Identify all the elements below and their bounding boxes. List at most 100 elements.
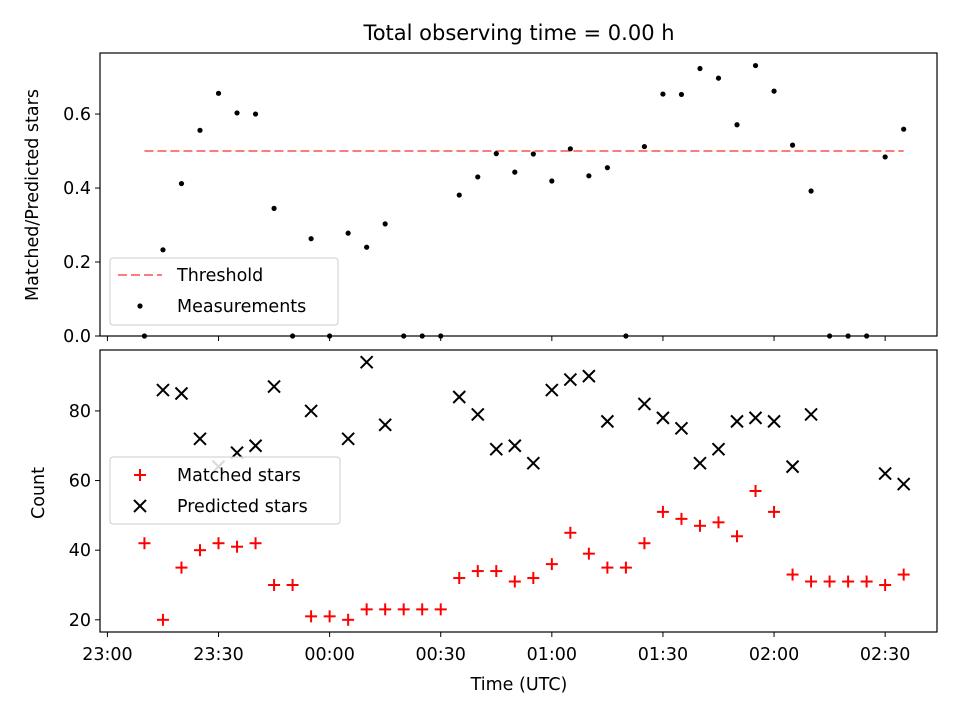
matched-star-point bbox=[768, 505, 781, 518]
measurement-point bbox=[197, 127, 203, 133]
measurement-point bbox=[808, 188, 814, 194]
predicted-star-point bbox=[767, 414, 781, 429]
bottom-plot-area: 20 40 60 80 23:00 23:30 00:00 00:30 01:00 01:30 02… bbox=[69, 355, 911, 665]
bottom-y-tick-label: 80 bbox=[69, 402, 91, 422]
x-tick-label: 23:00 bbox=[82, 645, 132, 665]
top-legend: Threshold Measurements bbox=[109, 257, 339, 326]
matched-star-point bbox=[897, 568, 910, 581]
measurement-point bbox=[160, 247, 166, 253]
predicted-star-point bbox=[378, 418, 392, 432]
predicted-star-point bbox=[730, 414, 744, 429]
predicted-star-point bbox=[748, 411, 763, 425]
bottom-y-tick-label: 20 bbox=[69, 611, 91, 631]
matched-star-point bbox=[675, 512, 688, 525]
measurement-point bbox=[789, 142, 796, 148]
measurement-point bbox=[901, 126, 907, 132]
measurement-point bbox=[215, 90, 222, 96]
x-tick-label: 01:00 bbox=[527, 645, 577, 665]
matched-star-point bbox=[286, 579, 299, 591]
measurement-point bbox=[752, 62, 759, 69]
matched-star-point bbox=[508, 575, 521, 588]
measurement-point bbox=[771, 88, 777, 94]
measurement-point bbox=[345, 230, 351, 236]
x-tick-label: 01:30 bbox=[638, 645, 688, 665]
predicted-star-point bbox=[174, 386, 189, 401]
predicted-star-point bbox=[193, 432, 207, 446]
measurement-point bbox=[882, 154, 888, 160]
bottom-y-axis-label: Count bbox=[29, 467, 49, 519]
matched-star-point bbox=[342, 613, 355, 626]
matched-star-point bbox=[786, 568, 799, 581]
predicted-star-point bbox=[156, 383, 170, 397]
predicted-legend-swatch bbox=[133, 499, 147, 513]
top-axes-frame bbox=[99, 52, 938, 337]
measurement-point bbox=[641, 143, 648, 150]
measurement-point bbox=[493, 151, 499, 157]
x-tick-label: 02:00 bbox=[749, 645, 799, 665]
x-tick-label: 02:30 bbox=[860, 645, 910, 665]
top-legend-box bbox=[109, 257, 339, 326]
matched-star-point bbox=[305, 610, 318, 623]
matched-star-point bbox=[619, 561, 632, 574]
measurement-point bbox=[308, 236, 314, 242]
top-plot-area: 0.0 0.2 0.4 0.6 bbox=[63, 62, 907, 347]
matched-star-point bbox=[582, 547, 595, 560]
bottom-legend: Matched stars Predicted stars bbox=[109, 456, 341, 525]
matched-star-point bbox=[842, 575, 855, 588]
x-tick-label: 23:30 bbox=[193, 645, 243, 665]
matched-star-point bbox=[805, 575, 818, 588]
matched-star-point bbox=[156, 613, 169, 626]
measurement-point bbox=[252, 111, 259, 117]
matched-star-point bbox=[749, 485, 762, 497]
legend-measurements: Measurements bbox=[177, 297, 306, 317]
measurement-point bbox=[271, 205, 277, 211]
predicted-star-point bbox=[600, 414, 615, 429]
x-axis-label: Time (UTC) bbox=[470, 675, 568, 695]
predicted-star-point bbox=[785, 459, 800, 474]
matched-star-point bbox=[545, 558, 558, 571]
matched-star-point bbox=[397, 603, 410, 616]
predicted-star-point bbox=[878, 466, 892, 481]
matched-star-point bbox=[453, 572, 466, 585]
legend-matched-stars: Matched stars bbox=[177, 466, 301, 486]
measurement-point bbox=[567, 146, 573, 152]
measurement-point bbox=[512, 169, 518, 175]
predicted-star-point bbox=[452, 390, 466, 404]
matched-star-point bbox=[323, 610, 336, 623]
measurement-point bbox=[456, 192, 462, 198]
matched-star-point bbox=[731, 530, 744, 543]
measurement-point bbox=[586, 173, 592, 179]
matched-star-point bbox=[564, 526, 577, 539]
matched-star-point bbox=[823, 575, 836, 588]
predicted-star-point bbox=[267, 379, 281, 394]
measurement-point bbox=[364, 244, 370, 250]
matched-star-point bbox=[193, 544, 206, 557]
matched-legend-swatch bbox=[134, 469, 146, 481]
predicted-star-point bbox=[508, 439, 522, 453]
matched-star-point bbox=[379, 603, 392, 616]
predicted-star-point bbox=[582, 369, 596, 383]
matched-star-point bbox=[490, 565, 503, 578]
predicted-star-point bbox=[471, 407, 485, 422]
measurement-point bbox=[530, 151, 536, 157]
matched-star-point bbox=[231, 540, 244, 553]
matched-star-point bbox=[212, 537, 225, 550]
matched-star-point bbox=[656, 505, 669, 518]
predicted-star-point bbox=[248, 439, 263, 453]
matched-star-point bbox=[434, 603, 447, 616]
matched-star-point bbox=[712, 516, 725, 529]
matched-star-point bbox=[175, 561, 188, 574]
matched-star-point bbox=[360, 603, 373, 616]
predicted-star-point bbox=[526, 456, 541, 470]
predicted-star-point bbox=[563, 372, 578, 387]
measurement-point bbox=[475, 174, 481, 180]
predicted-star-point bbox=[489, 442, 503, 456]
measurement-point bbox=[234, 110, 240, 116]
measurement-point bbox=[549, 178, 555, 184]
top-y-tick-label: 0.6 bbox=[63, 105, 91, 125]
predicted-star-point bbox=[359, 355, 374, 369]
matched-star-point bbox=[138, 537, 151, 550]
matched-star-point bbox=[601, 561, 614, 574]
bottom-legend-box bbox=[109, 456, 341, 525]
